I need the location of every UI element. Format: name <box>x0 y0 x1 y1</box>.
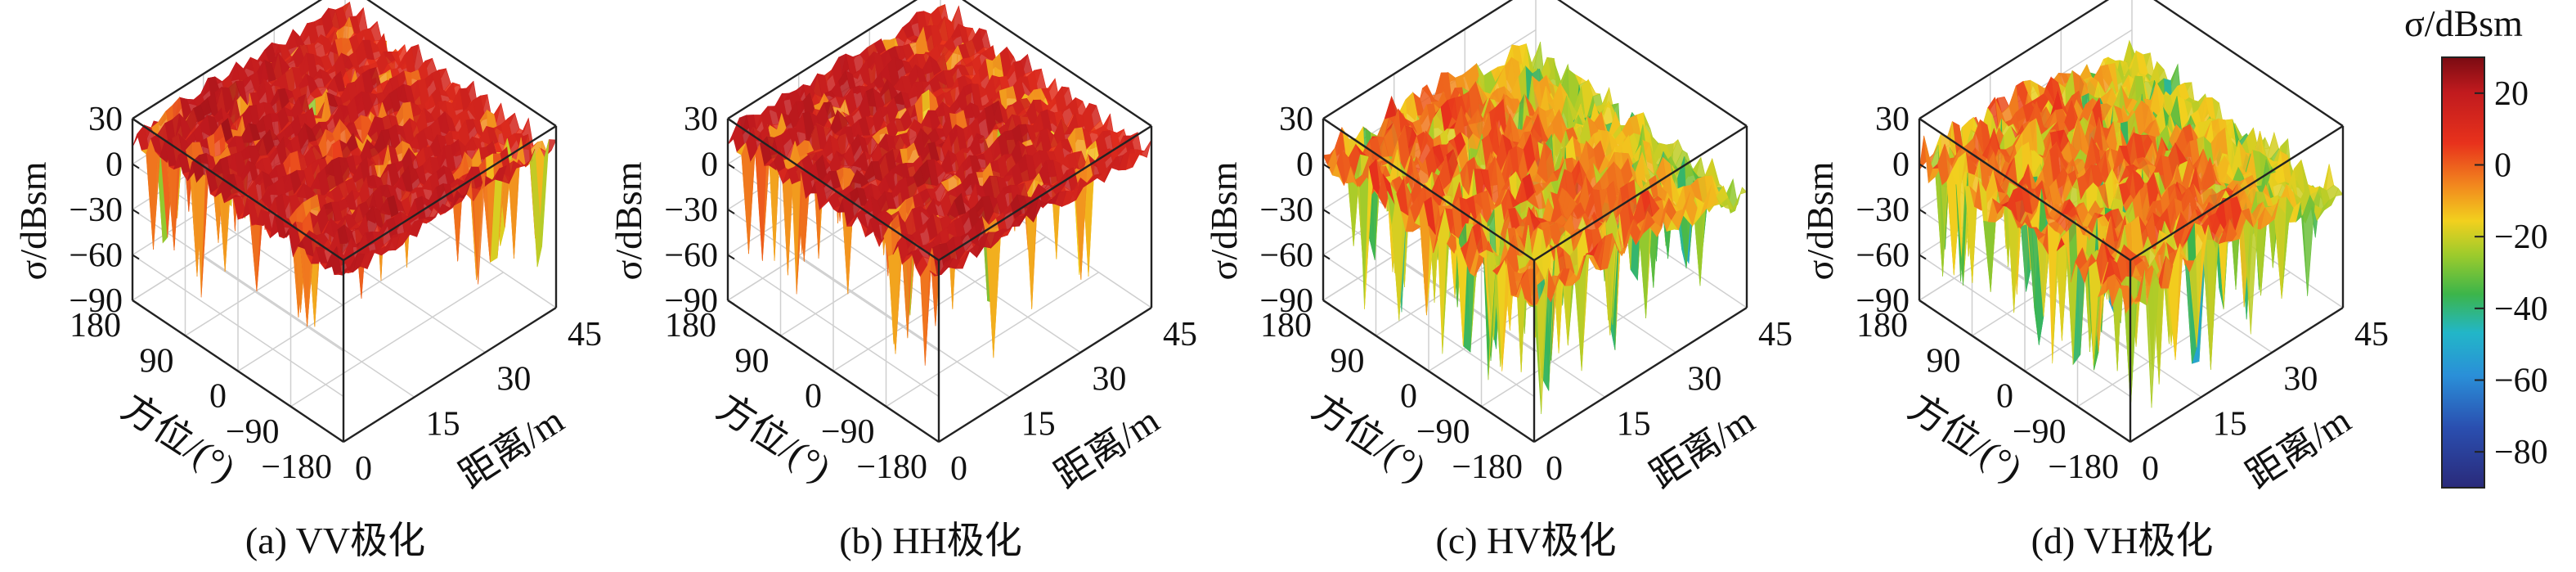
z-tick <box>727 118 735 124</box>
z-tick <box>1322 300 1331 305</box>
azimuth-tick-label: 180 <box>1260 307 1312 345</box>
axis-line <box>132 0 323 120</box>
z-tick-label: −60 <box>69 237 123 275</box>
surface <box>727 3 1152 366</box>
z-tick-label: −60 <box>664 237 718 275</box>
z-tick <box>132 209 140 214</box>
distance-axis-label: 距离/m <box>452 399 572 496</box>
z-tick-label: −30 <box>69 191 123 229</box>
distance-tick-label: 0 <box>1546 450 1563 488</box>
distance-tick-label: 45 <box>1163 316 1197 354</box>
axis-line <box>938 124 1152 262</box>
distance-tick-label: 0 <box>355 450 372 488</box>
azimuth-tick-label: −90 <box>821 413 875 451</box>
axis-line <box>343 306 557 444</box>
z-tick <box>727 254 735 260</box>
z-tick <box>132 300 140 305</box>
z-tick-label: 30 <box>1279 101 1313 138</box>
z-tick <box>132 118 140 124</box>
axis-line <box>727 118 940 261</box>
distance-tick-label: 15 <box>1021 405 1056 443</box>
z-tick-label: 0 <box>105 146 123 184</box>
surface-patch <box>338 266 351 276</box>
z-tick-label: 30 <box>684 101 718 138</box>
z-tick <box>132 254 140 260</box>
panel-caption: (b) HH极化 <box>839 520 1022 561</box>
z-tick <box>727 300 735 305</box>
distance-axis-label: 距离/m <box>1643 399 1762 496</box>
z-tick-label: −30 <box>1259 191 1313 229</box>
distance-axis-label: 距离/m <box>1048 399 1167 496</box>
azimuth-tick-label: 0 <box>209 378 227 416</box>
z-tick <box>132 163 140 169</box>
z-axis-label: σ/dBsm <box>608 161 649 280</box>
axis-line <box>962 0 1152 127</box>
distance-tick-label: 30 <box>1092 361 1126 399</box>
surface-patch <box>1139 139 1152 158</box>
z-tick <box>727 209 735 214</box>
azimuth-tick-label: 90 <box>1331 342 1365 380</box>
distance-tick-label: 45 <box>1758 316 1793 354</box>
z-axis-label: σ/dBsm <box>12 161 54 280</box>
azimuth-tick-label: −90 <box>226 413 280 451</box>
azimuth-tick-label: −90 <box>1416 413 1470 451</box>
axes-frame <box>131 0 558 444</box>
distance-tick-label: 30 <box>496 361 531 399</box>
azimuth-tick-label: 180 <box>70 307 121 345</box>
distance-tick-label: 0 <box>950 450 967 488</box>
panel-caption: (a) VV极化 <box>245 520 425 561</box>
distance-tick-label: 45 <box>568 316 602 354</box>
distance-tick-label: 15 <box>1617 405 1651 443</box>
azimuth-tick-label: 180 <box>665 307 716 345</box>
z-tick-label: 0 <box>701 146 718 184</box>
axis-line <box>343 124 557 262</box>
surface-patch <box>934 261 946 277</box>
azimuth-tick-label: −180 <box>1452 448 1523 486</box>
distance-tick-label: 15 <box>426 405 460 443</box>
axes-frame <box>726 0 1153 444</box>
axis-line <box>366 0 557 127</box>
z-tick-label: −30 <box>664 191 718 229</box>
azimuth-tick-label: 0 <box>805 378 822 416</box>
azimuth-tick-label: −180 <box>261 448 332 486</box>
azimuth-tick-label: 0 <box>1400 378 1417 416</box>
axis-line <box>132 118 344 261</box>
panel-caption: (c) HV极化 <box>1436 520 1617 561</box>
distance-tick-label: 30 <box>1687 361 1721 399</box>
azimuth-tick-label: 90 <box>735 342 770 380</box>
axis-line <box>727 0 918 120</box>
z-tick-label: −90 <box>664 282 718 320</box>
z-tick <box>727 163 735 169</box>
z-tick-label: 0 <box>1296 146 1313 184</box>
surface-patch <box>1983 220 1996 292</box>
z-axis-label: σ/dBsm <box>1203 161 1245 280</box>
axis-line <box>727 300 940 443</box>
z-tick-label: −60 <box>1259 237 1313 275</box>
surface <box>1322 42 1748 415</box>
azimuth-tick-label: −180 <box>856 448 927 486</box>
axis-line <box>132 300 344 443</box>
z-tick-label: 30 <box>88 101 123 138</box>
axis-line <box>938 306 1152 444</box>
azimuth-tick-label: 90 <box>140 342 174 380</box>
z-tick-label: −90 <box>69 282 123 320</box>
